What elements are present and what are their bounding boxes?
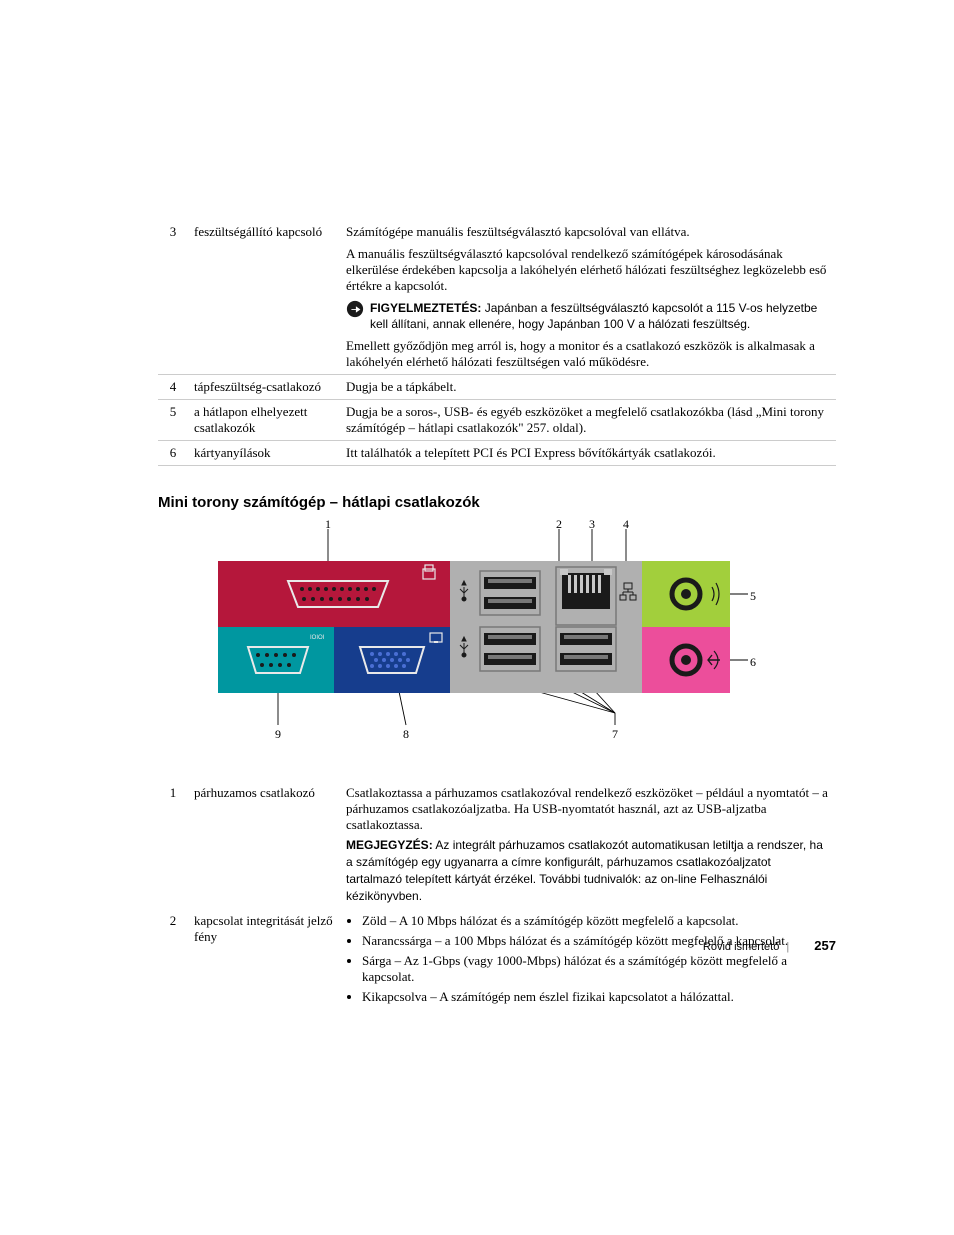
row-desc: Számítógépe manuális feszültségválasztó … xyxy=(340,220,836,375)
parallel-port-block xyxy=(218,561,450,627)
note-label: MEGJEGYZÉS: xyxy=(346,838,433,852)
desc-after: Emellett győződjön meg arról is, hogy a … xyxy=(346,338,830,370)
serial-port-icon: IOIOI xyxy=(218,627,334,693)
usb-network-icon xyxy=(450,561,642,693)
list-item: Sárga – Az 1-Gbps (vagy 1000-Mbps) hálóz… xyxy=(362,953,830,985)
warning-label: FIGYELMEZTETÉS: xyxy=(370,301,481,315)
svg-text:IOIOI: IOIOI xyxy=(310,635,325,641)
row-name: kártyanyílások xyxy=(188,441,340,466)
table-row: 6 kártyanyílások Itt találhatók a telepí… xyxy=(158,441,836,466)
row-desc: Itt találhatók a telepített PCI és PCI E… xyxy=(340,441,836,466)
row-desc: Dugja be a tápkábelt. xyxy=(340,375,836,400)
audio-out-block xyxy=(642,561,730,627)
line-in-jack-icon xyxy=(642,627,730,693)
usb-network-block xyxy=(450,561,642,693)
desc-line: Számítógépe manuális feszültségválasztó … xyxy=(346,224,830,240)
warning-box: FIGYELMEZTETÉS: Japánban a feszültségvál… xyxy=(346,300,830,332)
row-desc: Csatlakoztassa a párhuzamos csatlakozóva… xyxy=(340,781,836,908)
desc-text: Csatlakoztassa a párhuzamos csatlakozóva… xyxy=(346,785,830,833)
row-num: 2 xyxy=(158,909,188,1013)
line-out-jack-icon xyxy=(642,561,730,627)
row-num: 4 xyxy=(158,375,188,400)
warning-text: FIGYELMEZTETÉS: Japánban a feszültségvál… xyxy=(370,300,830,332)
row-desc: Zöld – A 10 Mbps hálózat és a számítógép… xyxy=(340,909,836,1013)
table-row: 1 párhuzamos csatlakozó Csatlakoztassa a… xyxy=(158,781,836,908)
row-name: feszültségállító kapcsoló xyxy=(188,220,340,375)
row-name: tápfeszültség-csatlakozó xyxy=(188,375,340,400)
table-row: 3 feszültségállító kapcsoló Számítógépe … xyxy=(158,220,836,375)
spec-table-bottom: 1 párhuzamos csatlakozó Csatlakoztassa a… xyxy=(158,781,836,1012)
footer-title: Rövid ismertető xyxy=(703,941,779,953)
page-number: 257 xyxy=(814,938,836,953)
bullet-list: Zöld – A 10 Mbps hálózat és a számítógép… xyxy=(346,913,830,1005)
table-row: 5 a hátlapon elhelyezett csatlakozók Dug… xyxy=(158,400,836,441)
row-num: 6 xyxy=(158,441,188,466)
note-box: MEGJEGYZÉS: Az integrált párhuzamos csat… xyxy=(346,837,830,904)
table-row: 2 kapcsolat integritását jelző fény Zöld… xyxy=(158,909,836,1013)
list-item: Kikapcsolva – A számítógép nem észlel fi… xyxy=(362,989,830,1005)
vga-port-icon xyxy=(334,627,450,693)
table-row: 4 tápfeszültség-csatlakozó Dugja be a tá… xyxy=(158,375,836,400)
desc-line: A manuális feszültségválasztó kapcsolóva… xyxy=(346,246,830,294)
row-num: 3 xyxy=(158,220,188,375)
row-num: 1 xyxy=(158,781,188,908)
section-heading: Mini torony számítógép – hátlapi csatlak… xyxy=(158,494,836,511)
audio-in-block xyxy=(642,627,730,693)
notice-arrow-icon xyxy=(346,300,364,318)
row-desc: Dugja be a soros-, USB- és egyéb eszközö… xyxy=(340,400,836,441)
vga-port-block xyxy=(334,627,450,693)
row-num: 5 xyxy=(158,400,188,441)
row-name: párhuzamos csatlakozó xyxy=(188,781,340,908)
list-item: Zöld – A 10 Mbps hálózat és a számítógép… xyxy=(362,913,830,929)
footer-separator: | xyxy=(786,941,789,953)
page-footer: Rövid ismertető | 257 xyxy=(703,938,836,953)
rear-panel-diagram: 1 2 3 4 5 6 9 8 7 xyxy=(158,517,836,767)
row-name: kapcsolat integritását jelző fény xyxy=(188,909,340,1013)
row-name: a hátlapon elhelyezett csatlakozók xyxy=(188,400,340,441)
parallel-port-icon xyxy=(218,561,450,627)
page: 3 feszültségállító kapcsoló Számítógépe … xyxy=(0,0,954,1073)
spec-table-top: 3 feszültségállító kapcsoló Számítógépe … xyxy=(158,220,836,466)
rear-panel: IOIOI xyxy=(218,561,730,693)
